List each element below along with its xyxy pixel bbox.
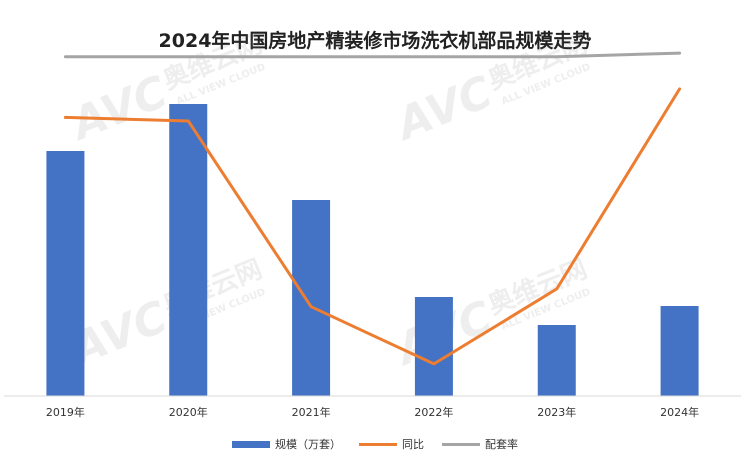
svg-text:AVC: AVC xyxy=(387,66,499,151)
x-tick-label-1: 2020年 xyxy=(169,405,208,419)
legend-item-rate: 配套率 xyxy=(442,436,518,452)
x-tick-label-5: 2024年 xyxy=(660,405,699,419)
bar-1 xyxy=(169,104,208,396)
chart-title: 2024年中国房地产精装修市场洗衣机部品规模走势 xyxy=(158,30,592,52)
x-tick-label-0: 2019年 xyxy=(46,405,85,419)
bar-2 xyxy=(292,200,331,396)
line-series-2 xyxy=(63,51,682,59)
x-tick-label-4: 2023年 xyxy=(537,405,576,419)
legend-label-rate: 配套率 xyxy=(485,438,518,451)
bar-series xyxy=(46,104,699,396)
legend-swatch-bar xyxy=(232,440,270,448)
legend-item-yoy: 同比 xyxy=(359,436,424,452)
x-tick-labels: 2019年 2020年 2021年 2022年 2023年 2024年 xyxy=(46,405,699,419)
legend-swatch-rate xyxy=(442,442,480,446)
line-series-1 xyxy=(63,87,682,366)
bar-5 xyxy=(660,306,699,396)
x-tick-label-3: 2022年 xyxy=(414,405,453,419)
line-series xyxy=(63,51,682,366)
svg-text:AVC: AVC xyxy=(62,66,174,151)
legend-label-scale: 规模（万套） xyxy=(275,438,341,451)
legend: 规模（万套） 同比 配套率 xyxy=(0,436,750,452)
bar-4 xyxy=(537,325,576,396)
legend-item-scale: 规模（万套） xyxy=(232,436,341,452)
bar-3 xyxy=(414,297,453,396)
x-tick-label-2: 2021年 xyxy=(292,405,331,419)
legend-swatch-yoy xyxy=(359,442,397,446)
bar-0 xyxy=(46,151,85,396)
legend-label-yoy: 同比 xyxy=(402,438,424,451)
